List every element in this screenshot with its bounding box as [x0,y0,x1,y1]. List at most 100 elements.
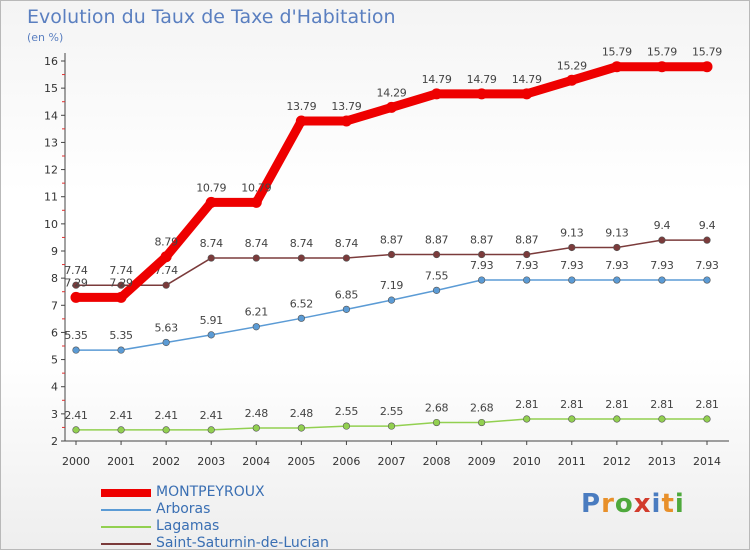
data-label-arboras: 7.55 [425,269,449,282]
x-tick-label: 2001 [107,455,135,468]
data-label-montpeyroux: 14.79 [467,73,497,86]
data-label-arboras: 7.93 [650,259,674,272]
chart-subtitle: (en %) [27,31,64,44]
data-point-arboras [568,276,576,284]
data-point-montpeyroux [431,88,443,100]
legend-label: Lagamas [156,518,220,534]
data-point-saint-saturnin-de-lucian [297,254,305,262]
data-point-arboras [72,346,80,354]
data-label-arboras: 5.63 [154,321,178,334]
x-tick-label: 2002 [152,455,180,468]
data-point-saint-saturnin-de-lucian [613,243,621,252]
data-point-lagamas [658,415,666,423]
data-point-lagamas [568,415,576,423]
data-point-saint-saturnin-de-lucian [117,281,125,289]
data-point-montpeyroux [611,61,623,73]
data-point-saint-saturnin-de-lucian [162,281,170,289]
legend-swatch [101,543,151,545]
data-label-montpeyroux: 10.79 [196,181,226,194]
y-tick-label: 9 [51,245,58,258]
data-label-saint-saturnin-de-lucian: 8.74 [245,237,269,250]
data-label-montpeyroux: 15.79 [692,46,722,59]
data-point-arboras [613,276,621,284]
data-point-montpeyroux [205,196,217,208]
x-tick-label: 2014 [693,455,721,468]
data-label-lagamas: 2.41 [154,409,177,422]
data-point-arboras [432,286,441,294]
data-label-arboras: 6.52 [290,297,313,310]
data-label-arboras: 6.85 [335,288,359,301]
data-label-lagamas: 2.55 [335,405,359,418]
data-point-montpeyroux [295,115,307,127]
data-label-arboras: 5.35 [64,329,88,342]
y-tick-label: 4 [51,381,58,394]
data-label-arboras: 6.21 [245,306,268,319]
data-label-saint-saturnin-de-lucian: 8.87 [425,234,449,247]
data-label-lagamas: 2.41 [64,409,87,422]
y-tick-label: 7 [51,299,58,312]
data-label-montpeyroux: 14.79 [512,73,542,86]
x-tick-label: 2012 [603,455,631,468]
data-label-saint-saturnin-de-lucian: 7.74 [64,264,88,277]
legend-swatch [101,509,151,511]
data-label-arboras: 7.93 [695,259,719,272]
logo-letter: x [633,489,652,519]
legend-swatch [101,526,151,528]
data-point-saint-saturnin-de-lucian [432,250,441,259]
x-tick-label: 2009 [468,455,496,468]
y-tick-label: 5 [51,354,58,367]
y-tick-label: 12 [44,164,58,177]
x-tick-label: 2007 [378,455,406,468]
data-label-saint-saturnin-de-lucian: 9.4 [699,219,716,232]
data-point-montpeyroux [701,61,713,73]
legend-label: Saint-Saturnin-de-Lucian [156,535,329,550]
data-point-arboras [207,331,215,339]
data-label-saint-saturnin-de-lucian: 9.13 [605,226,629,239]
x-tick-label: 2000 [62,455,90,468]
proxiti-logo: Proxiti [581,489,685,519]
data-label-montpeyroux: 14.29 [377,86,407,99]
data-point-arboras [342,305,351,313]
data-label-saint-saturnin-de-lucian: 8.87 [470,234,494,247]
data-label-montpeyroux: 14.79 [422,73,452,86]
data-point-saint-saturnin-de-lucian [568,243,576,252]
data-point-montpeyroux [340,115,352,127]
logo-letter: i [674,489,685,519]
y-tick-label: 11 [44,191,58,204]
y-tick-label: 13 [44,136,58,149]
data-label-arboras: 7.93 [470,259,494,272]
data-label-saint-saturnin-de-lucian: 8.74 [200,237,224,250]
data-label-montpeyroux: 15.79 [647,46,677,59]
data-label-lagamas: 2.68 [470,402,494,415]
y-tick-label: 2 [51,435,58,448]
y-tick-label: 8 [51,272,58,285]
data-point-montpeyroux [70,291,82,303]
data-label-lagamas: 2.81 [560,398,583,411]
data-point-lagamas [478,418,486,427]
data-point-lagamas [703,415,711,423]
data-label-montpeyroux: 7.29 [109,276,133,289]
data-label-lagamas: 2.81 [650,398,673,411]
data-label-saint-saturnin-de-lucian: 9.13 [560,226,584,239]
x-tick-label: 2010 [513,455,541,468]
data-label-saint-saturnin-de-lucian: 8.87 [515,234,539,247]
logo-letter: i [651,489,662,519]
data-point-montpeyroux [386,101,397,113]
data-label-arboras: 5.91 [200,314,223,327]
data-point-montpeyroux [115,291,127,303]
data-point-saint-saturnin-de-lucian [658,236,666,244]
data-point-lagamas [207,426,215,434]
data-label-saint-saturnin-de-lucian: 8.74 [290,237,314,250]
data-label-lagamas: 2.48 [290,407,314,420]
data-point-montpeyroux [656,61,668,73]
data-label-montpeyroux: 7.29 [64,276,88,289]
data-label-arboras: 7.93 [515,259,539,272]
y-tick-label: 14 [44,109,58,122]
data-label-montpeyroux: 15.79 [602,46,632,59]
data-point-arboras [523,276,531,284]
data-label-montpeyroux: 13.79 [331,100,361,113]
data-label-montpeyroux: 15.29 [557,59,587,72]
data-point-arboras [117,346,125,354]
